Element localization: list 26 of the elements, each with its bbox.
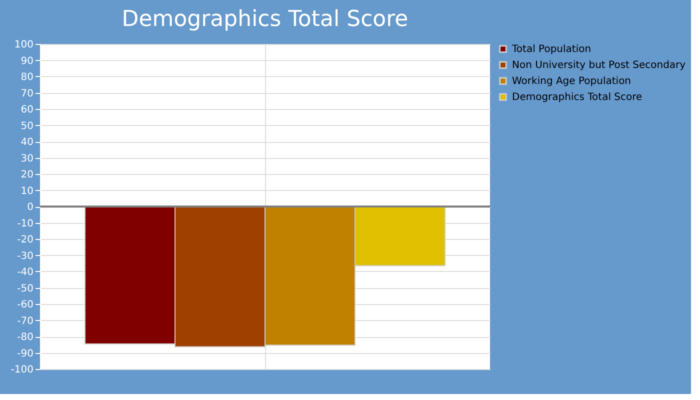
y-tick-label: -60 [17, 300, 34, 310]
legend-label: Non University but Post Secondary [512, 60, 686, 71]
y-tick-label: 70 [20, 88, 34, 100]
legend-label: Demographics Total Score [512, 92, 642, 103]
y-tick-label: -50 [17, 283, 34, 294]
y-tick-label: 10 [20, 186, 34, 197]
y-tick-label: -100 [10, 364, 34, 376]
legend-label: Total Population [511, 44, 592, 55]
y-tick-label: -20 [17, 234, 34, 246]
y-tick-label: 60 [20, 104, 34, 116]
chart-title: Demographics Total Score [122, 7, 408, 32]
y-tick-label: 40 [20, 137, 34, 148]
y-tick-label: -40 [17, 267, 34, 278]
y-tick-label: 50 [20, 120, 34, 132]
y-tick-label: 90 [20, 56, 34, 67]
y-tick-label: 100 [14, 40, 34, 50]
y-tick-label: 0 [27, 202, 34, 213]
y-tick-label: 20 [20, 170, 34, 180]
y-tick-label: -90 [17, 348, 34, 360]
y-tick-label: 80 [20, 72, 34, 83]
y-tick-label: -70 [17, 316, 34, 327]
y-tick-label: -30 [17, 250, 34, 262]
legend-label: Working Age Population [512, 76, 632, 87]
y-tick-label: -80 [17, 332, 34, 343]
y-tick-label: -10 [17, 218, 34, 230]
y-tick-label: 30 [20, 153, 34, 164]
